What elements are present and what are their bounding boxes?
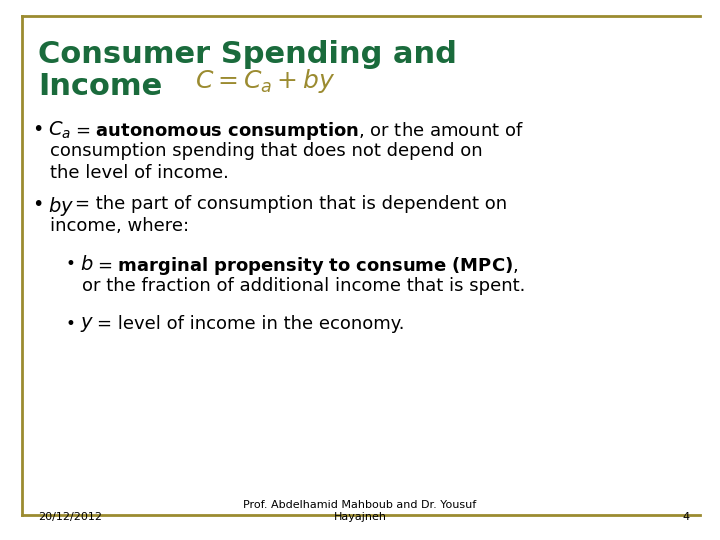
Text: •: • (65, 315, 75, 333)
Text: $C = C_a + by$: $C = C_a + by$ (195, 67, 336, 95)
Text: $by$: $by$ (48, 195, 74, 218)
Text: = $\mathbf{marginal\ propensity\ to\ consume\ (MPC)}$,: = $\mathbf{marginal\ propensity\ to\ con… (97, 255, 518, 277)
Text: the level of income.: the level of income. (50, 164, 229, 182)
Text: = $\mathbf{autonomous\ consumption}$, or the amount of: = $\mathbf{autonomous\ consumption}$, or… (75, 120, 524, 142)
Text: $y$: $y$ (80, 315, 94, 334)
Text: = the part of consumption that is dependent on: = the part of consumption that is depend… (75, 195, 507, 213)
Text: $b$: $b$ (80, 255, 94, 274)
Text: income, where:: income, where: (50, 217, 189, 235)
Text: Income: Income (38, 72, 162, 101)
Text: 4: 4 (683, 512, 690, 522)
Text: •: • (32, 120, 43, 139)
Text: or the fraction of additional income that is spent.: or the fraction of additional income tha… (82, 277, 526, 295)
Text: = level of income in the economy.: = level of income in the economy. (97, 315, 405, 333)
Text: 20/12/2012: 20/12/2012 (38, 512, 102, 522)
Text: •: • (65, 255, 75, 273)
Text: consumption spending that does not depend on: consumption spending that does not depen… (50, 142, 482, 160)
Text: $C_a$: $C_a$ (48, 120, 71, 141)
Text: Prof. Abdelhamid Mahboub and Dr. Yousuf
Hayajneh: Prof. Abdelhamid Mahboub and Dr. Yousuf … (243, 501, 477, 522)
Text: Consumer Spending and: Consumer Spending and (38, 40, 457, 69)
Text: •: • (32, 195, 43, 214)
